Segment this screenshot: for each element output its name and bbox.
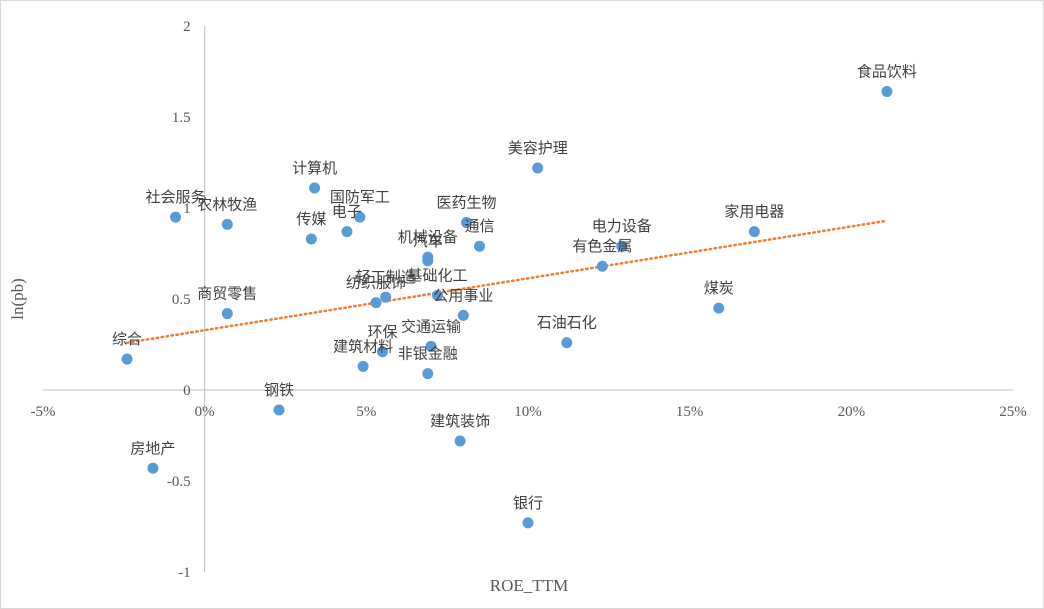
data-label: 轻工制造: [356, 268, 416, 286]
data-point: [309, 182, 321, 194]
data-label: 计算机: [292, 159, 337, 177]
y-tick-labels: -1 -0.5 0 0.5 1 1.5 2: [167, 19, 191, 581]
trendline: [125, 219, 889, 344]
data-label: 家用电器: [724, 203, 784, 221]
data-point: [616, 240, 628, 252]
x-tick-label: 25%: [999, 404, 1027, 420]
data-label: 基础化工: [407, 266, 467, 284]
data-label: 电子: [332, 203, 362, 221]
data-point: [713, 302, 725, 314]
data-label: 公用事业: [433, 286, 493, 304]
data-label: 国防军工: [330, 188, 390, 206]
data-point: [461, 217, 473, 229]
data-point: [522, 517, 534, 529]
data-label: 传媒: [296, 210, 326, 228]
data-label: 汽车: [413, 232, 443, 250]
data-points: [121, 86, 893, 529]
data-label: 通信: [464, 217, 494, 235]
data-label: 银行: [513, 494, 543, 512]
data-label: 机械设备: [398, 228, 458, 246]
data-label: 社会服务: [146, 188, 206, 206]
x-tick-label: -5%: [31, 404, 56, 420]
data-point: [422, 368, 434, 380]
data-point: [561, 337, 573, 349]
data-point: [305, 233, 317, 245]
data-point: [596, 260, 608, 272]
data-label: 建筑材料: [333, 337, 393, 355]
y-tick-label: -1: [178, 565, 191, 581]
data-point: [881, 86, 893, 98]
data-point: [170, 211, 182, 223]
y-tick-label: 0.5: [172, 292, 191, 308]
data-point: [370, 297, 382, 309]
x-tick-label: 5%: [356, 404, 376, 420]
data-point: [377, 346, 388, 358]
x-tick-labels: -5% 0% 5% 10% 15% 20% 25%: [31, 404, 1027, 420]
data-point: [532, 162, 544, 174]
data-point: [422, 255, 434, 267]
data-label: 纺织服饰: [346, 274, 406, 292]
y-axis-title: ln(pb): [8, 278, 27, 320]
data-label: 农林牧渔: [197, 195, 257, 213]
x-tick-label: 15%: [676, 404, 704, 420]
data-label: 电力设备: [592, 217, 652, 235]
data-label: 煤炭: [704, 279, 734, 297]
y-tick-label: 2: [183, 19, 191, 35]
data-label: 综合: [112, 330, 142, 348]
data-label: 食品饮料: [857, 63, 917, 81]
data-label: 交通运输: [401, 317, 461, 335]
y-tick-label: 1.5: [172, 110, 191, 126]
data-point: [221, 218, 233, 230]
data-point: [454, 435, 466, 447]
data-point: [457, 309, 469, 321]
data-label: 环保: [367, 323, 397, 341]
data-label: 商贸零售: [197, 285, 257, 303]
y-tick-label: 0: [183, 383, 191, 399]
data-label: 有色金属: [572, 237, 632, 255]
data-point: [380, 291, 392, 303]
data-point: [147, 462, 159, 474]
data-point: [354, 211, 366, 223]
x-tick-label: 0%: [195, 404, 215, 420]
data-label: 石油石化: [537, 314, 597, 332]
data-label: 美容护理: [508, 139, 568, 157]
data-point: [357, 360, 369, 372]
data-point: [273, 404, 285, 416]
y-tick-label: -0.5: [167, 474, 191, 490]
x-axis-title: ROE_TTM: [490, 576, 568, 595]
data-label: 房地产: [130, 439, 175, 457]
data-point: [431, 289, 443, 301]
data-point: [748, 226, 760, 238]
y-tick-label: 1: [183, 201, 191, 217]
data-label: 医药生物: [437, 194, 497, 212]
data-point: [121, 353, 133, 365]
x-tick-label: 20%: [838, 404, 866, 420]
data-point: [425, 340, 437, 352]
data-label: 建筑装饰: [430, 412, 490, 430]
data-point: [341, 226, 353, 238]
x-tick-label: 10%: [514, 404, 542, 420]
data-point: [221, 308, 233, 320]
data-label: 非银金融: [398, 345, 458, 363]
data-label: 钢铁: [264, 381, 294, 399]
data-point: [474, 240, 485, 252]
